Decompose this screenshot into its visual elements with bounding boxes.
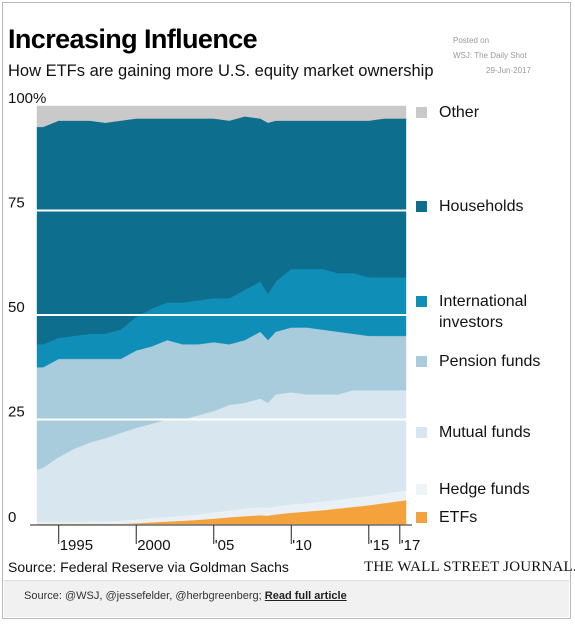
wsj-masthead: THE WALL STREET JOURNAL. bbox=[364, 559, 575, 575]
legend-label-mutual-funds: Mutual funds bbox=[439, 424, 531, 441]
legend-label-pension-funds: Pension funds bbox=[439, 353, 541, 370]
footer-credit: Source: @WSJ, @jessefelder, @herbgreenbe… bbox=[24, 590, 347, 602]
x-tick-label: 1995 bbox=[60, 537, 93, 554]
y-tick-label: 100% bbox=[8, 90, 46, 107]
legend-swatch-international-investors bbox=[416, 296, 427, 307]
posted-date: 29-Jun-2017 bbox=[486, 66, 531, 75]
chart-source: Source: Federal Reserve via Goldman Sach… bbox=[8, 559, 289, 575]
y-tick-label: 0 bbox=[8, 509, 16, 526]
legend-swatch-mutual-funds bbox=[416, 427, 427, 438]
x-tick-label: '05 bbox=[215, 537, 235, 554]
legend-item-households: Households bbox=[416, 196, 524, 217]
legend-label-other: Other bbox=[439, 104, 480, 121]
chart-title: Increasing Influence bbox=[8, 24, 258, 54]
legend-swatch-hedge-funds bbox=[416, 484, 427, 495]
legend-swatch-households bbox=[416, 201, 427, 212]
legend-swatch-other bbox=[416, 107, 427, 118]
read-full-article-link[interactable]: Read full article bbox=[264, 590, 347, 602]
legend-label-international-investors: International investors bbox=[439, 293, 528, 331]
legend-item-international-investors: International investors bbox=[416, 291, 549, 333]
legend-item-other: Other bbox=[416, 102, 479, 123]
legend-label-etfs: ETFs bbox=[439, 509, 478, 526]
x-tick-label: '10 bbox=[292, 537, 312, 554]
legend-swatch-pension-funds bbox=[416, 356, 427, 367]
chart-subtitle: How ETFs are gaining more U.S. equity ma… bbox=[8, 62, 434, 80]
legend-label-households: Households bbox=[439, 198, 524, 215]
legend-item-mutual-funds: Mutual funds bbox=[416, 422, 531, 443]
posted-source: WSJ: The Daily Shot bbox=[453, 51, 527, 60]
posted-note: Posted on WSJ: The Daily Shot 29-Jun-201… bbox=[453, 33, 563, 78]
footer-credit-text: Source: @WSJ, @jessefelder, @herbgreenbe… bbox=[24, 590, 265, 602]
y-tick-label: 75 bbox=[8, 195, 25, 212]
y-tick-label: 50 bbox=[8, 299, 25, 316]
footer-bar: Source: @WSJ, @jessefelder, @herbgreenbe… bbox=[4, 580, 569, 617]
legend-item-pension-funds: Pension funds bbox=[416, 351, 540, 372]
x-tick-label: 2000 bbox=[137, 537, 170, 554]
legend-item-etfs: ETFs bbox=[416, 507, 477, 528]
legend-swatch-etfs bbox=[416, 512, 427, 523]
y-tick-label: 25 bbox=[8, 404, 25, 421]
posted-on-label: Posted on bbox=[453, 36, 490, 45]
x-tick-label: '15 bbox=[370, 537, 390, 554]
legend-label-hedge-funds: Hedge funds bbox=[439, 481, 530, 498]
stacked-area-chart: 0 25 50 75 100% 1995 2000 '05 '10 '15 '17 bbox=[8, 90, 421, 554]
area-other bbox=[36, 105, 407, 128]
legend-item-hedge-funds: Hedge funds bbox=[416, 479, 530, 500]
x-tick-label: '17 bbox=[401, 537, 421, 554]
